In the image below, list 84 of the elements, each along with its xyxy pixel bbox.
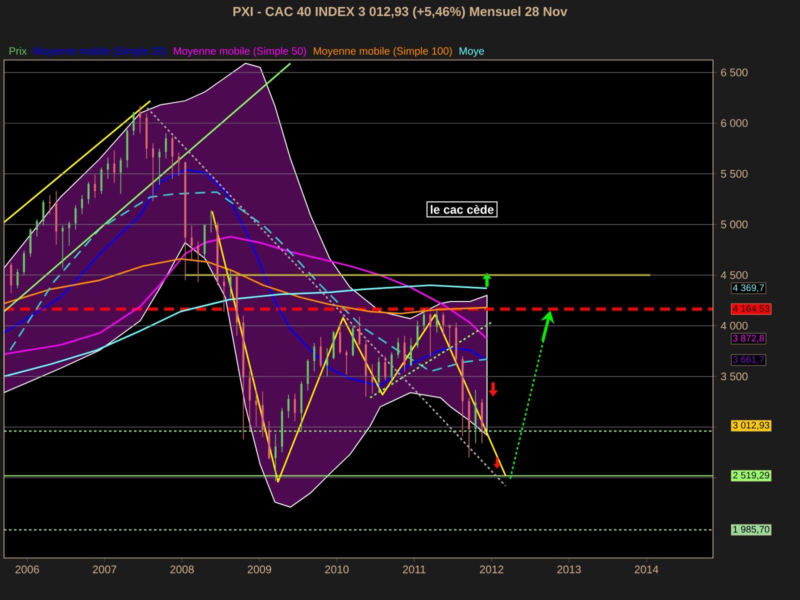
candlestick (106, 157, 109, 180)
ref-line-label: 1 985,70 (733, 526, 770, 534)
candlestick (197, 241, 200, 283)
y-tick-label: 6 000 (721, 119, 748, 128)
candlestick (171, 136, 174, 180)
x-tick-label: 2006 (16, 566, 39, 574)
x-tick-label: 2014 (634, 566, 658, 574)
candlestick (178, 152, 180, 176)
candlestick (229, 270, 232, 298)
candlestick (62, 225, 64, 268)
text: Moyenne mobile (Simple 100) (314, 47, 452, 57)
candlestick (384, 356, 386, 381)
candlestick (94, 174, 96, 198)
candlestick (287, 394, 290, 418)
x-tick-label: 2008 (170, 566, 194, 574)
candlestick (480, 398, 483, 444)
chart-title: PXI - CAC 40 INDEX 3 012,93 (+5,46%) Mensuel 28 Nov (233, 6, 568, 19)
text: Moye (460, 47, 484, 57)
candlestick (164, 132, 167, 159)
candlestick (16, 268, 19, 289)
candlestick (306, 358, 309, 392)
candlestick (397, 338, 400, 359)
candlestick (339, 322, 342, 355)
y-tick-label: 5 500 (720, 170, 748, 178)
line-series (3, 284, 488, 378)
text: 3 661,7 (733, 356, 764, 364)
candlestick (10, 262, 12, 294)
candlestick (346, 350, 348, 375)
y-tick-label: 4 000 (720, 322, 748, 330)
candlestick (436, 309, 438, 334)
text: Prix (10, 47, 27, 55)
text: 3 012,93 (733, 422, 770, 430)
candlestick (320, 336, 322, 368)
candlestick (113, 150, 116, 184)
candlestick (190, 225, 193, 260)
candlestick (274, 434, 277, 482)
candlestick (152, 142, 154, 202)
candlestick (358, 316, 360, 346)
text: 4 369,7 (732, 284, 764, 292)
candlestick (410, 338, 412, 367)
text: 3 872,8 (733, 334, 764, 343)
ref-line-label: 2 519,29 (733, 472, 770, 480)
candlestick (294, 393, 296, 422)
x-tick-label: 2013 (557, 566, 581, 574)
candlestick (416, 320, 418, 348)
x-tick-label: 2007 (92, 566, 116, 574)
y-tick-label: 4 500 (720, 271, 748, 279)
candlestick (326, 348, 328, 377)
x-tick-label: 2010 (325, 566, 349, 574)
candlestick (36, 218, 38, 237)
text: Moyenne mobile (Simple 50) (174, 47, 306, 57)
y-tick-label: 3 500 (720, 372, 748, 380)
candlestick (48, 194, 51, 215)
candlestick (429, 313, 432, 357)
line-series (3, 258, 488, 314)
x-tick-label: 2012 (480, 566, 504, 574)
annotation: le cac cède (430, 204, 494, 214)
x-tick-label: 2009 (248, 566, 272, 574)
candlestick (390, 352, 393, 382)
candlestick (255, 389, 258, 426)
candlestick (222, 276, 225, 312)
y-tick-label: 6 500 (721, 68, 748, 76)
candlestick (139, 105, 142, 134)
candlestick (378, 356, 380, 394)
x-tick-label: 2011 (402, 566, 426, 574)
candlestick (132, 112, 135, 136)
candlestick (81, 194, 84, 215)
ref-line-label: 4 164,53 (732, 305, 770, 314)
candlestick (120, 157, 122, 194)
candlestick (313, 342, 316, 372)
candlestick (422, 308, 425, 330)
candlestick (404, 336, 406, 372)
candlestick (442, 312, 444, 336)
candlestick (158, 148, 160, 186)
candlestick (88, 181, 90, 205)
y-tick-label: 5 000 (720, 220, 748, 228)
text: Moyenne mobile (Simple 20) (34, 47, 166, 57)
candlestick (100, 167, 102, 194)
candlestick (29, 228, 32, 258)
candlestick (22, 250, 25, 276)
candlestick (42, 200, 44, 226)
candlestick (248, 370, 251, 432)
line-series (3, 236, 488, 355)
candlestick (74, 204, 77, 230)
